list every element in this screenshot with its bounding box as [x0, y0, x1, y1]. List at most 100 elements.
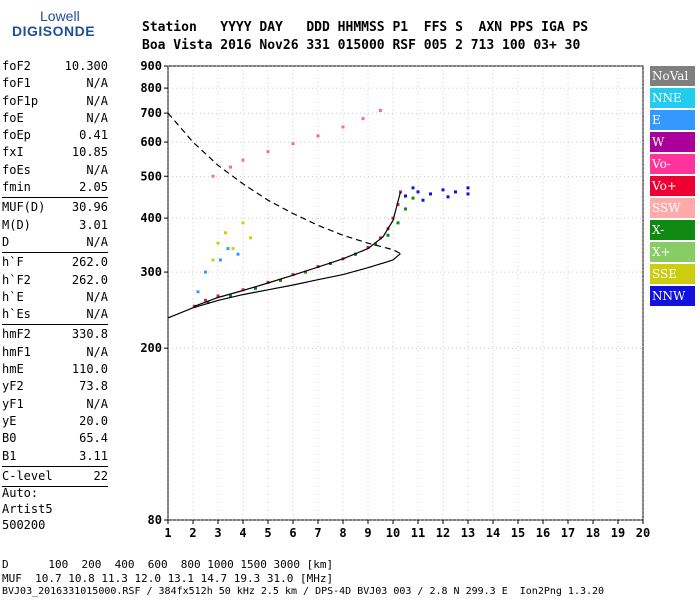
y-tick-label: 80 — [148, 513, 162, 527]
data-point — [224, 231, 227, 235]
data-point — [416, 190, 420, 194]
y-tick-label: 600 — [140, 135, 162, 149]
data-point — [241, 158, 245, 162]
x-tick-label: 10 — [386, 526, 400, 540]
header-line-1: Station YYYY DAY DDD HHMMSS P1 FFS S AXN… — [142, 20, 589, 35]
y-tick-label: 300 — [140, 265, 162, 279]
x-tick-label: 14 — [486, 526, 500, 540]
legend: NoVal NNE E W Vo- Vo+ SSW X- X+ SSE NNW — [650, 66, 695, 308]
data-point — [466, 186, 470, 190]
data-point — [361, 117, 365, 121]
x-tick-label: 7 — [314, 526, 321, 540]
param-row: B0 65.4 — [2, 431, 108, 446]
data-point — [196, 290, 200, 294]
x-tick-label: 20 — [636, 526, 650, 540]
curve-profile-solid — [167, 253, 401, 319]
data-point — [216, 241, 220, 245]
grid — [167, 65, 644, 521]
data-point — [241, 221, 245, 225]
data-point — [216, 294, 220, 298]
data-point — [266, 150, 270, 154]
data-point — [211, 258, 215, 262]
data-point — [304, 270, 307, 274]
data-point — [391, 216, 395, 220]
data-point — [396, 221, 400, 225]
data-point — [279, 278, 282, 282]
curve-profile-dashed — [167, 112, 401, 255]
x-tick-label: 11 — [411, 526, 425, 540]
data-point — [386, 233, 390, 237]
legend-item-vo-plus: Vo+ — [650, 176, 695, 196]
param-row: h`F 262.0 — [2, 255, 108, 270]
data-point — [466, 192, 470, 196]
data-point — [266, 280, 270, 284]
data-point — [374, 242, 377, 246]
data-point — [219, 258, 222, 262]
x-tick-label: 19 — [611, 526, 625, 540]
param-group-5: C-level 22 — [2, 468, 108, 485]
logo-digisonde: DIGISONDE — [12, 23, 96, 39]
divider — [2, 486, 108, 488]
data-point — [366, 245, 370, 249]
param-row: foEp 0.41 — [2, 128, 108, 143]
param-group-4: hmF2 330.8 hmF1 N/A hmE 110.0 yF2 73.8 yF1 N/… — [2, 326, 108, 464]
data-point — [249, 236, 252, 240]
x-tick-label: 6 — [289, 526, 296, 540]
data-point — [236, 252, 240, 256]
legend-item-sse: SSE — [650, 264, 695, 284]
param-row: fmin 2.05 — [2, 180, 108, 195]
x-tick-label: 1 — [164, 526, 171, 540]
param-row: hmE 110.0 — [2, 362, 108, 377]
param-row: h`E N/A — [2, 289, 108, 304]
data-point — [441, 188, 445, 192]
legend-item-vo-minus: Vo- — [650, 154, 695, 174]
divider — [2, 324, 108, 326]
legend-item-ssw: SSW — [650, 198, 695, 218]
y-tick-label: 900 — [140, 59, 162, 73]
data-point — [241, 288, 245, 292]
legend-item-x-minus: X- — [650, 220, 695, 240]
data-point — [206, 301, 210, 305]
data-point — [291, 142, 295, 146]
legend-item-nne: NNE — [650, 88, 695, 108]
data-point — [404, 194, 407, 198]
series-layer — [192, 108, 470, 308]
data-point — [231, 247, 235, 251]
legend-item-x-plus: X+ — [650, 242, 695, 262]
data-point — [254, 286, 257, 290]
legend-item-e: E — [650, 110, 695, 130]
y-tick-label: 200 — [140, 341, 162, 355]
x-tick-label: 8 — [339, 526, 346, 540]
param-group-3: h`F 262.0 h`F2 262.0 h`E N/A h`Es N/A — [2, 254, 108, 323]
param-row: D N/A — [2, 234, 108, 249]
param-row: C-level 22 — [2, 468, 108, 483]
data-point — [379, 108, 382, 112]
param-row: yF2 73.8 — [2, 379, 108, 394]
legend-item-nnw: NNW — [650, 286, 695, 306]
divider — [2, 252, 108, 254]
data-point — [446, 195, 450, 199]
param-row: h`Es N/A — [2, 307, 108, 322]
curve-fit-trace — [194, 191, 402, 307]
muf-row: MUF 10.7 10.8 11.3 12.0 13.1 14.7 19.3 3… — [2, 572, 334, 585]
param-row: MUF(D) 30.96 — [2, 200, 108, 215]
y-tick-label: 500 — [140, 169, 162, 183]
param-row: foF1 N/A — [2, 76, 108, 91]
x-tick-label: 4 — [239, 526, 246, 540]
x-tick-label: 16 — [536, 526, 550, 540]
data-point — [229, 165, 232, 169]
param-row: fxI 10.85 — [2, 145, 108, 160]
data-point — [211, 174, 215, 178]
param-row: h`F2 262.0 — [2, 272, 108, 287]
param-row: hmF1 N/A — [2, 344, 108, 359]
data-point — [229, 294, 232, 298]
data-point — [316, 134, 320, 138]
data-point — [396, 203, 400, 207]
auto-label: Auto: — [2, 486, 39, 500]
curve-layer — [167, 112, 402, 319]
data-point — [204, 270, 207, 274]
header-line-2: Boa Vista 2016 Nov26 331 015000 RSF 005 … — [142, 38, 581, 53]
data-point — [192, 304, 196, 308]
x-tick-label: 17 — [561, 526, 575, 540]
